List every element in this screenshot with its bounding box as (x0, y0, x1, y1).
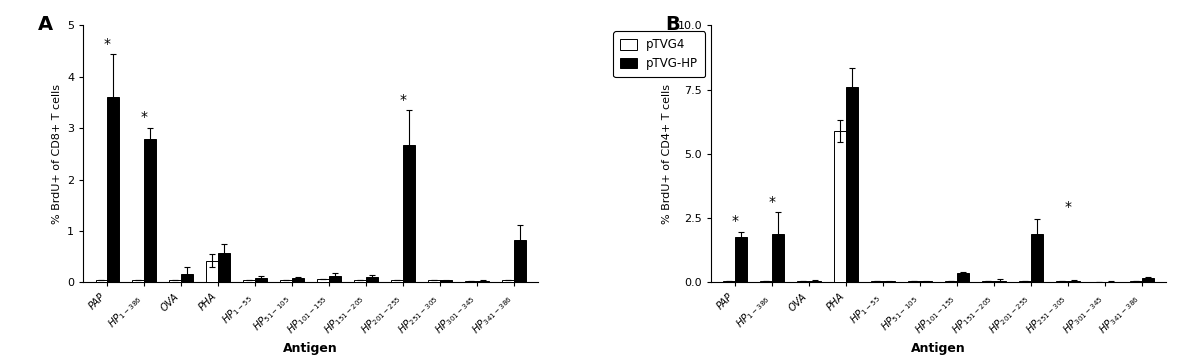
Bar (514, 240, 526, 282)
Bar (403, 144, 415, 282)
Y-axis label: % BrdU+ of CD8+ T cells: % BrdU+ of CD8+ T cells (51, 84, 62, 224)
Bar (477, 281, 489, 282)
Text: B: B (665, 15, 681, 34)
X-axis label: Antigen: Antigen (912, 342, 966, 355)
Bar (293, 278, 305, 282)
Bar (502, 280, 514, 282)
Text: *: * (732, 214, 739, 228)
Bar (994, 281, 1006, 282)
Bar (440, 280, 452, 282)
Bar (244, 280, 256, 282)
Text: *: * (400, 93, 407, 106)
Bar (1057, 281, 1069, 282)
Bar (1069, 281, 1081, 282)
Bar (724, 281, 735, 282)
Bar (846, 87, 858, 282)
Bar (834, 131, 846, 282)
Bar (1020, 281, 1032, 282)
Y-axis label: % BrdU+ of CD4+ T cells: % BrdU+ of CD4+ T cells (662, 84, 672, 224)
Text: A: A (38, 15, 52, 34)
Bar (883, 281, 895, 282)
Bar (809, 281, 821, 282)
Bar (181, 274, 193, 282)
Text: *: * (769, 195, 776, 209)
Bar (772, 233, 784, 282)
Bar (256, 278, 267, 282)
Bar (144, 139, 156, 282)
Bar (107, 97, 119, 282)
Bar (207, 261, 218, 282)
Bar (318, 279, 330, 282)
Bar (735, 237, 747, 282)
Bar (871, 281, 883, 282)
Bar (281, 280, 293, 282)
Bar (218, 253, 230, 282)
Bar (797, 281, 809, 282)
Bar (908, 281, 920, 282)
Text: *: * (140, 110, 148, 124)
Bar (1130, 281, 1142, 282)
Bar (392, 280, 403, 282)
Bar (428, 280, 440, 282)
Bar (355, 280, 367, 282)
Bar (465, 281, 477, 282)
Bar (1142, 278, 1154, 282)
Bar (132, 280, 144, 282)
Bar (983, 281, 994, 282)
Bar (95, 280, 107, 282)
Bar (945, 281, 957, 282)
Text: *: * (1065, 200, 1072, 214)
Bar (920, 281, 932, 282)
Bar (760, 281, 772, 282)
Bar (957, 273, 969, 282)
Text: *: * (104, 37, 111, 51)
Bar (330, 276, 342, 282)
Legend: pTVG4, pTVG-HP: pTVG4, pTVG-HP (613, 31, 706, 77)
X-axis label: Antigen: Antigen (283, 342, 338, 355)
Bar (169, 280, 181, 282)
Bar (367, 277, 378, 282)
Bar (1032, 233, 1042, 282)
